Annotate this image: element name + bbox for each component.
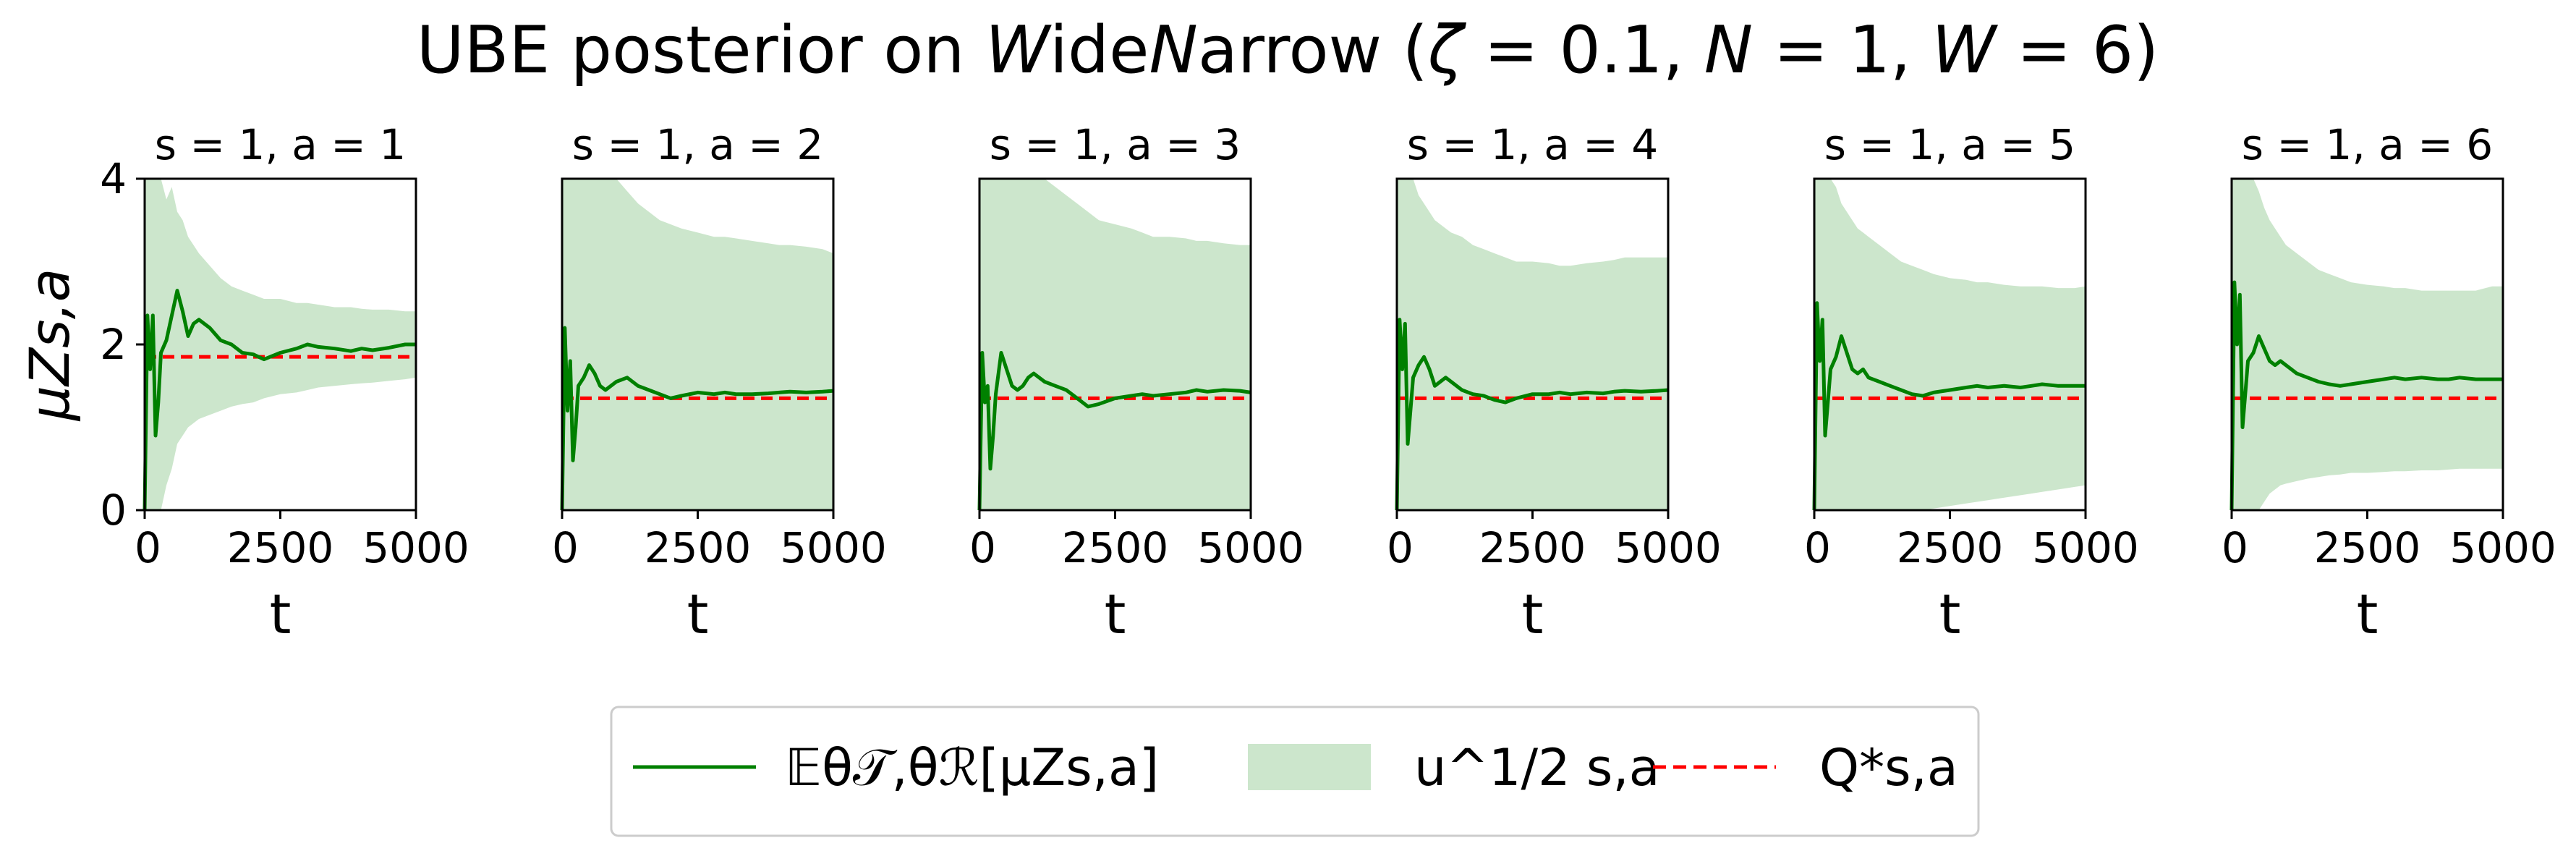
- legend-q-label: Q*s,a: [1819, 738, 1958, 797]
- legend-band-swatch: [1248, 744, 1371, 790]
- x-tick-label: 2500: [2314, 523, 2421, 572]
- subplot-title: s = 1, a = 6: [2242, 120, 2493, 169]
- y-tick-label: 0: [100, 486, 127, 535]
- x-tick-label: 5000: [780, 523, 887, 572]
- band-area: [2232, 179, 2503, 510]
- x-axis-label: t: [1105, 582, 1126, 646]
- x-tick-label: 2500: [1062, 523, 1169, 572]
- mean-line: [2229, 280, 2503, 511]
- subplot-title: s = 1, a = 2: [572, 120, 823, 169]
- x-tick-label: 2500: [227, 523, 334, 572]
- panel-3: s = 1, a = 3 0 2500 5000 t: [969, 120, 1304, 646]
- y-tick-label: 2: [100, 320, 127, 369]
- x-tick-label: 5000: [2032, 523, 2139, 572]
- mean-line: [1812, 301, 2086, 511]
- x-tick-label: 0: [1387, 523, 1414, 572]
- panel-1: s = 1, a = 1 0 2500 5000 t 0 2 4 μZs,a: [17, 120, 469, 646]
- y-tick-label: 4: [100, 154, 127, 203]
- panel-2: s = 1, a = 2 0 2500 5000 t: [552, 120, 887, 646]
- x-tick-label: 0: [552, 523, 579, 572]
- subplot-title: s = 1, a = 5: [1824, 120, 2075, 169]
- x-tick-label: 5000: [2449, 523, 2556, 572]
- mean-line: [1395, 318, 1669, 511]
- x-tick-label: 5000: [1615, 523, 1722, 572]
- x-axis-label: t: [270, 582, 292, 646]
- subplot-title: s = 1, a = 4: [1407, 120, 1658, 169]
- mean-line: [977, 351, 1251, 511]
- band-area: [145, 179, 416, 510]
- x-tick-label: 5000: [1197, 523, 1304, 572]
- x-tick-label: 0: [2222, 523, 2248, 572]
- x-axis-label: t: [1522, 582, 1544, 646]
- panel-4: s = 1, a = 4 0 2500 5000 t: [1387, 120, 1722, 646]
- panel-5: s = 1, a = 5 0 2500 5000 t: [1804, 120, 2139, 646]
- mean-line: [560, 326, 834, 511]
- x-tick-label: 5000: [362, 523, 469, 572]
- subplot-title: s = 1, a = 1: [155, 120, 406, 169]
- x-tick-label: 0: [135, 523, 161, 572]
- x-tick-label: 0: [969, 523, 996, 572]
- legend: 𝔼θ𝒯,θℛ[μZs,a] u^1/2 s,a Q*s,a: [610, 706, 1980, 837]
- x-tick-label: 2500: [1897, 523, 2004, 572]
- figure-title: UBE posterior on WideNarrow (ζ = 0.1, N …: [417, 12, 2159, 88]
- x-tick-label: 2500: [1479, 523, 1586, 572]
- band-area: [562, 179, 833, 510]
- x-tick-label: 2500: [645, 523, 752, 572]
- band-area: [1397, 179, 1668, 510]
- subplot-title: s = 1, a = 3: [990, 120, 1241, 169]
- x-axis-label: t: [2357, 582, 2379, 646]
- legend-band-label: u^1/2 s,a: [1414, 738, 1660, 797]
- legend-mean-label: 𝔼θ𝒯,θℛ[μZs,a]: [785, 738, 1159, 797]
- x-axis-label: t: [1939, 582, 1961, 646]
- mean-line: [143, 289, 416, 511]
- band-area: [1814, 179, 2086, 510]
- x-tick-label: 0: [1804, 523, 1831, 572]
- y-axis-label: μZs,a: [17, 268, 82, 422]
- band-area: [979, 179, 1251, 510]
- x-axis-label: t: [687, 582, 709, 646]
- panel-6: s = 1, a = 6 0 2500 5000 t: [2222, 120, 2556, 646]
